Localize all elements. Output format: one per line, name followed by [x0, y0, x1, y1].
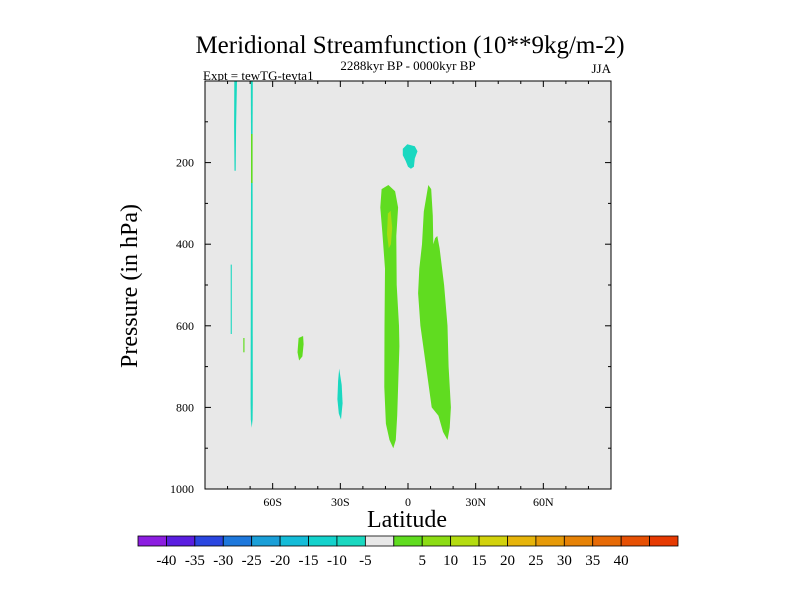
region-pos-cell-10n: [418, 185, 451, 440]
colorbar-tick-label: -25: [242, 553, 262, 569]
region-pos-cell-10s: [380, 185, 400, 449]
colorbar-swatch: [421, 535, 452, 547]
y-axis: 200 400 600 800 1000: [170, 121, 611, 496]
y-axis-title: Pressure (in hPa): [117, 204, 143, 368]
colorbar-tick-label: -35: [185, 553, 205, 569]
colorbar-swatch: [336, 535, 366, 547]
y-tick-label: 600: [176, 319, 194, 333]
region-pos-blob-47s: [297, 336, 304, 361]
colorbar-swatch: [308, 535, 338, 547]
colorbar-tick-label: 35: [585, 553, 600, 569]
region-neg-strip-80s: [234, 81, 237, 171]
colorbar-swatch: [279, 535, 309, 547]
region-neg-blob-30s: [337, 368, 343, 420]
y-tick-label: 1000: [170, 482, 194, 496]
region-neg-strip-79s: [230, 264, 232, 334]
colorbar-swatch: [535, 535, 565, 547]
time-range-label: 2288kyr BP - 0000kyr BP: [340, 58, 475, 73]
colorbar-swatch: [620, 535, 650, 547]
colorbar-swatch: [450, 535, 480, 547]
colorbar-tick-label: 15: [472, 553, 487, 569]
colorbar-tick-label: 5: [418, 553, 426, 569]
region-pos-core-10s: [387, 210, 393, 249]
region-neg-strip-72s-upper: [250, 81, 253, 134]
y-tick-label: 400: [176, 237, 194, 251]
colorbar-tick-label: -30: [213, 553, 233, 569]
x-tick-label: 60N: [533, 495, 554, 509]
colorbar-swatch: [251, 535, 281, 547]
colorbar-swatch: [166, 535, 196, 547]
region-neg-cap-0: [402, 144, 418, 169]
y-tick-label: 200: [176, 156, 194, 170]
colorbar-swatch: [478, 535, 508, 547]
chart-title: Meridional Streamfunction (10**9kg/m-2): [195, 32, 624, 59]
colorbar-tick-label: 10: [443, 553, 458, 569]
region-neg-strip-72s-lower: [250, 183, 253, 428]
season-label: JJA: [591, 61, 611, 76]
colorbar-tick-label: 30: [557, 553, 572, 569]
colorbar-swatch: [507, 535, 537, 547]
colorbar-swatch: [222, 535, 253, 547]
plot-area: [204, 80, 612, 490]
colorbar-swatch: [194, 535, 224, 547]
colorbar: -40 -35 -30 -25 -20 -15 -10 -5 5 10 15 20 25 30 35 40: [137, 535, 679, 569]
colorbar-tick-label: 20: [500, 553, 515, 569]
region-pos-strip-72s: [251, 134, 253, 183]
x-tick-label: 60S: [263, 495, 282, 509]
region-pos-blob-73s: [243, 338, 245, 353]
colorbar-tick-label: -40: [156, 553, 176, 569]
colorbar-tick-label: -10: [327, 553, 347, 569]
x-tick-label: 30N: [465, 495, 486, 509]
colorbar-swatch: [393, 535, 423, 547]
x-tick-label: 30S: [331, 495, 350, 509]
colorbar-tick-label: -15: [299, 553, 319, 569]
colorbar-swatch: [364, 535, 395, 547]
experiment-label: Expt = tewTG-tevta1: [203, 68, 314, 83]
colorbar-tick-label: 40: [614, 553, 629, 569]
colorbar-swatch: [649, 535, 679, 547]
contour-regions: [230, 81, 451, 449]
x-axis-title: Latitude: [367, 507, 447, 533]
colorbar-swatch: [137, 535, 167, 547]
colorbar-tick-label: -5: [359, 553, 372, 569]
x-axis: 60S 30S 0 30N 60N: [227, 81, 589, 509]
y-tick-label: 800: [176, 400, 194, 414]
colorbar-swatch: [592, 535, 622, 547]
x-tick-label: 0: [405, 495, 411, 509]
colorbar-tick-label: -20: [270, 553, 290, 569]
colorbar-swatch: [563, 535, 594, 547]
colorbar-tick-label: 25: [528, 553, 543, 569]
